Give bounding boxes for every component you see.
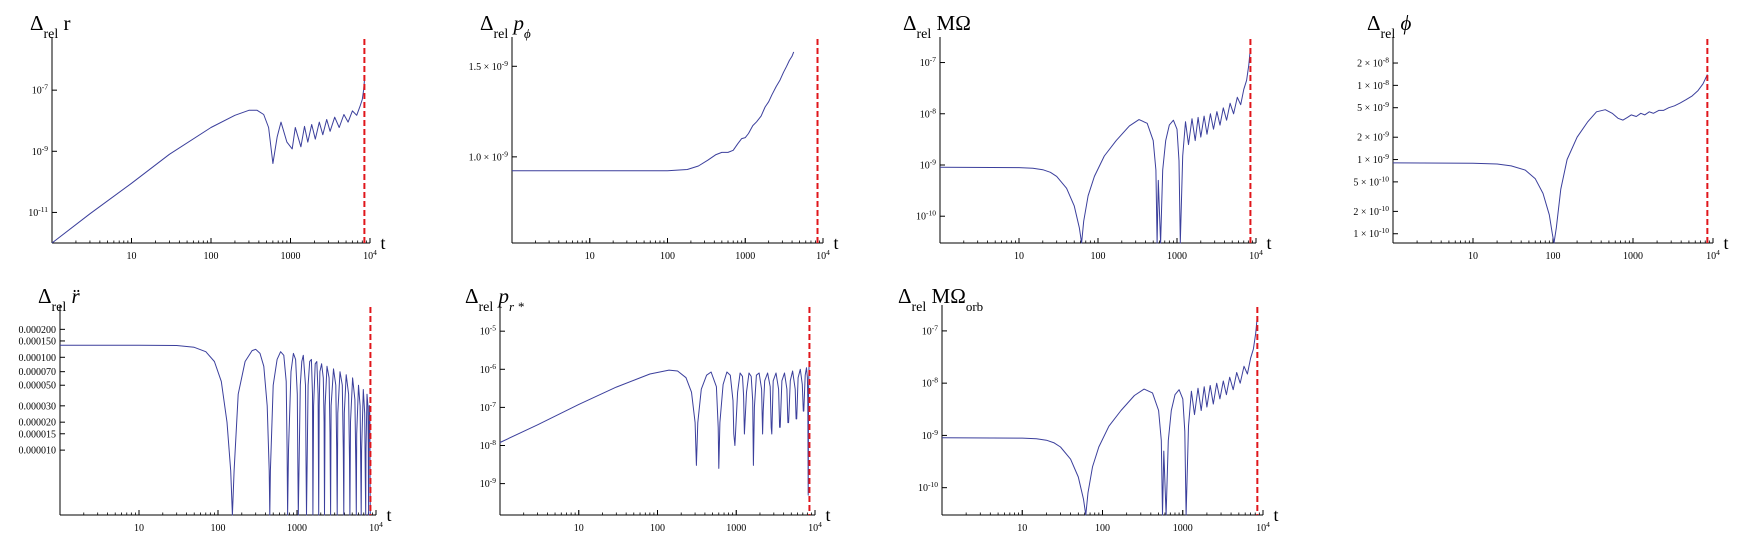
x-tick-label: 10 [134, 523, 144, 534]
x-tick-label: 100 [660, 251, 675, 262]
data-curve [1392, 74, 1708, 244]
data-curve [51, 80, 365, 244]
y-tick-label: 10-9 [480, 476, 496, 491]
x-tick-label: 1000 [726, 523, 746, 534]
x-tick-label: 104 [1706, 248, 1720, 263]
y-tick-label: 10-5 [480, 323, 496, 338]
y-tick-label: 0.000010 [19, 446, 57, 457]
y-tick-label: 2 × 10-9 [1357, 129, 1389, 144]
panel-p_rstar: Δrel pr * 10 100 1000 104 t 10-5 10-6 10-7 10-8 10… [465, 284, 831, 534]
x-tick-label: 10 [1014, 251, 1024, 262]
x-tick-label: 104 [808, 520, 822, 535]
x-axis-label: t [380, 233, 385, 253]
panel-title: Δrel MΩorb [898, 284, 983, 315]
y-tick-label: 10-9 [32, 143, 48, 158]
y-tick-label: 1.5 × 10-9 [469, 58, 509, 73]
y-tick-label: 2 × 10-10 [1353, 203, 1389, 218]
x-tick-label: 100 [204, 251, 219, 262]
y-tick-label: 0.000150 [19, 336, 57, 347]
x-axis-label: t [825, 505, 830, 525]
y-tick-label: 1.0 × 10-9 [469, 149, 509, 164]
y-tick-label: 1 × 10-9 [1357, 152, 1389, 167]
data-curve [499, 361, 810, 496]
x-axis-label: t [1273, 505, 1278, 525]
panel-p_phi: Δrel pϕ 10 100 1000 104 t 1.5 × 10-9 1.0 × 10-9 [469, 11, 839, 262]
y-tick-label: 10-8 [920, 106, 936, 121]
x-tick-label: 100 [1091, 251, 1106, 262]
y-tick-label: 10-7 [32, 82, 48, 97]
y-tick-label: 0.000015 [19, 429, 57, 440]
data-curve [939, 48, 1251, 244]
panel-title: Δrel MΩ [903, 11, 971, 42]
y-tick-label: 10-7 [920, 55, 936, 70]
panel-title: Δrel r [30, 11, 71, 42]
x-tick-label: 10 [127, 251, 137, 262]
x-axis-label: t [386, 505, 391, 525]
y-tick-label: 1 × 10-10 [1353, 226, 1389, 241]
x-axis-label: t [1266, 233, 1271, 253]
panel-title: Δrel pϕ [480, 11, 531, 42]
x-tick-label: 1000 [281, 251, 301, 262]
y-tick-label: 10-10 [918, 480, 938, 495]
y-tick-label: 0.000030 [19, 401, 57, 412]
x-tick-label: 104 [1256, 520, 1270, 535]
x-tick-label: 1000 [1623, 251, 1643, 262]
y-tick-label: 1 × 10-8 [1357, 77, 1389, 92]
y-tick-label: 0.000050 [19, 381, 57, 392]
y-tick-label: 10-8 [922, 375, 938, 390]
y-tick-label: 10-8 [480, 437, 496, 452]
y-tick-label: 5 × 10-10 [1353, 174, 1389, 189]
y-tick-label: 2 × 10-8 [1357, 55, 1389, 70]
y-tick-label: 0.000070 [19, 367, 57, 378]
x-tick-label: 100 [650, 523, 665, 534]
panel-phi: Δrel ϕ 10 100 1000 104 t 2 × 10-8 1 × 10-8 5 × 1… [1353, 11, 1728, 262]
x-tick-label: 1000 [735, 251, 755, 262]
x-tick-label: 104 [363, 248, 377, 263]
panel-title: Δrel r̈ [38, 284, 81, 315]
x-tick-label: 104 [369, 520, 383, 535]
y-tick-label: 10-7 [922, 323, 938, 338]
y-tick-label: 10-10 [916, 208, 936, 223]
panel-title: Δrel ϕ [1367, 11, 1412, 42]
x-tick-label: 104 [1249, 248, 1263, 263]
panel-MOmega: Δrel MΩ 10 100 1000 104 t 10-7 10-8 10-9 10-10 [903, 11, 1272, 262]
data-curve [60, 344, 371, 516]
y-tick-label: 10-11 [28, 204, 48, 219]
panel-MOmega_orb: Δrel MΩorb 10 100 1000 104 t 10-7 10-8 10-9 10-10 [898, 284, 1279, 534]
x-tick-label: 104 [816, 248, 830, 263]
data-curve [512, 51, 795, 172]
y-tick-label: 10-9 [920, 157, 936, 172]
x-axis-label: t [1723, 233, 1728, 253]
x-tick-label: 100 [211, 523, 226, 534]
y-tick-label: 0.000200 [19, 325, 57, 336]
data-curve [941, 316, 1258, 516]
x-tick-label: 1000 [1167, 251, 1187, 262]
x-tick-label: 10 [1468, 251, 1478, 262]
x-axis-label: t [833, 233, 838, 253]
y-tick-label: 5 × 10-9 [1357, 100, 1389, 115]
y-tick-label: 10-6 [480, 361, 496, 376]
x-tick-label: 1000 [287, 523, 307, 534]
x-tick-label: 10 [585, 251, 595, 262]
y-tick-label: 10-9 [922, 427, 938, 442]
y-tick-label: 0.000020 [19, 418, 57, 429]
x-tick-label: 10 [1017, 523, 1027, 534]
y-tick-label: 0.000100 [19, 353, 57, 364]
x-tick-label: 1000 [1173, 523, 1193, 534]
panel-r: Δrel r 10 100 1000 104 t 10-7 10-9 10-11 [28, 11, 385, 262]
x-tick-label: 100 [1546, 251, 1561, 262]
x-tick-label: 100 [1095, 523, 1110, 534]
y-tick-label: 10-7 [480, 399, 496, 414]
x-tick-label: 10 [574, 523, 584, 534]
panel-title: Δrel pr * [465, 284, 524, 315]
